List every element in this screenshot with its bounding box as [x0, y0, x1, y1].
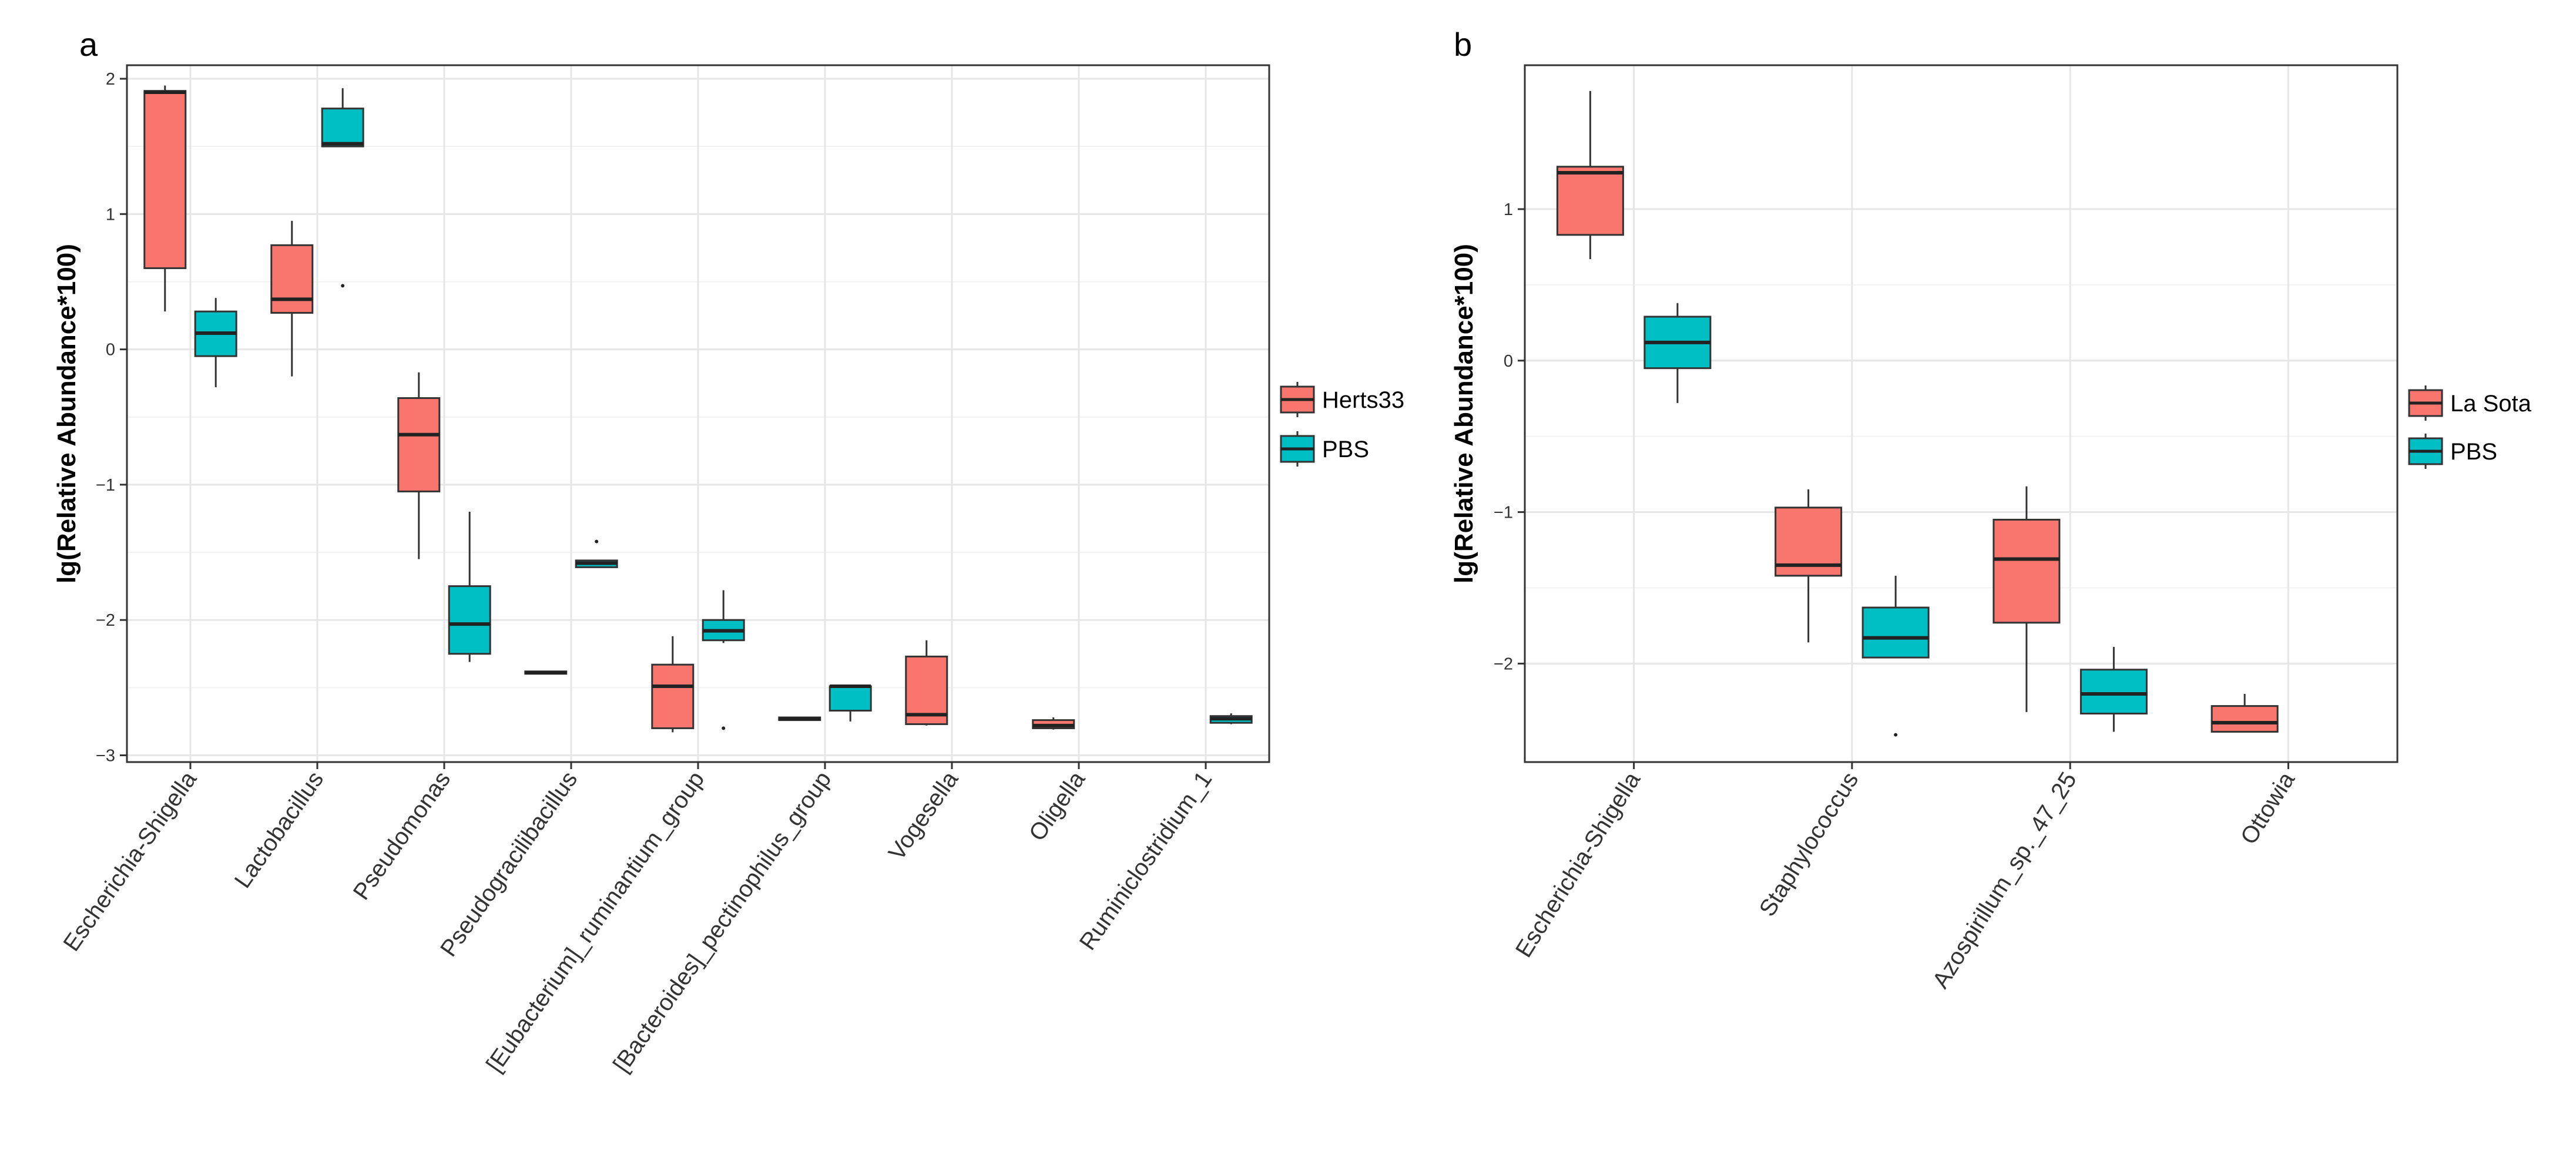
panel-letter: b — [1454, 26, 1472, 63]
x-category-label: [Eubacterium]_ruminantium_group — [481, 767, 709, 1077]
x-category-label: [Bacteroides]_pectinophilus_group — [608, 767, 836, 1077]
x-category-label: Ottowia — [2236, 767, 2300, 849]
box-pbs — [2079, 669, 2148, 714]
box-herts33 — [397, 397, 441, 492]
box-pbs — [1861, 606, 1930, 659]
box-pbs — [829, 685, 872, 712]
x-category-label: Ruminiclostridium_1 — [1075, 767, 1217, 955]
x-category-label: Escherichia-Shigella — [1511, 767, 1646, 962]
plot-background — [1525, 65, 2397, 762]
outlier-point — [722, 726, 726, 730]
y-tick-label: 0 — [1504, 352, 1513, 371]
x-category-label: Lactobacillus — [230, 767, 329, 893]
y-tick-label: 0 — [106, 341, 115, 360]
legend-key — [1280, 431, 1315, 467]
x-category-label: Azospirillum_sp._47_25 — [1927, 767, 2081, 992]
outlier-point — [595, 539, 599, 543]
outlier-point — [341, 284, 345, 288]
x-category-label: Vogesella — [884, 766, 964, 865]
y-tick-label: 1 — [106, 205, 115, 224]
y-axis-title: lg(Relative Abundance*100) — [1450, 244, 1478, 583]
legend-label: La Sota — [2450, 391, 2532, 417]
box-pbs — [448, 585, 491, 655]
box-herts33 — [905, 655, 948, 726]
box-la-sota — [1556, 166, 1624, 236]
box-pbs — [321, 108, 364, 147]
legend-key — [2408, 385, 2443, 421]
plot-border — [1524, 64, 2399, 763]
y-tick-label: −2 — [96, 611, 115, 630]
y-axis-title: lg(Relative Abundance*100) — [52, 244, 81, 583]
legend-label: PBS — [2450, 439, 2497, 465]
panel-b: b 1 0 −1 −2 Escherichia-Shigella Staphylococcu… — [1450, 26, 2532, 993]
y-tick-label: −3 — [96, 746, 115, 765]
x-category-label: Staphylococcus — [1755, 767, 1864, 921]
legend-key — [2408, 434, 2443, 469]
legend-label: PBS — [1322, 437, 1369, 462]
box-herts33 — [143, 90, 187, 269]
panel-letter: a — [79, 26, 98, 63]
box-la-sota — [2211, 705, 2279, 733]
box-la-sota — [1993, 518, 2061, 624]
x-category-label: Pseudomonas — [348, 767, 456, 905]
x-category-label: Escherichia-Shigella — [58, 766, 202, 956]
y-tick-label: −2 — [1494, 655, 1513, 673]
x-category-label: Pseudogracilibacillus — [435, 767, 582, 961]
outlier-point — [1894, 733, 1898, 737]
legend-key — [1280, 382, 1315, 417]
box-herts33 — [270, 244, 314, 314]
y-tick-label: 2 — [106, 70, 115, 89]
y-tick-label: 1 — [1504, 200, 1513, 219]
box-herts33 — [651, 663, 695, 729]
x-category-label: Oligella — [1024, 766, 1091, 845]
y-tick-label: −1 — [96, 476, 115, 495]
legend-label: Herts33 — [1322, 387, 1404, 413]
y-tick-label: −1 — [1494, 504, 1513, 522]
